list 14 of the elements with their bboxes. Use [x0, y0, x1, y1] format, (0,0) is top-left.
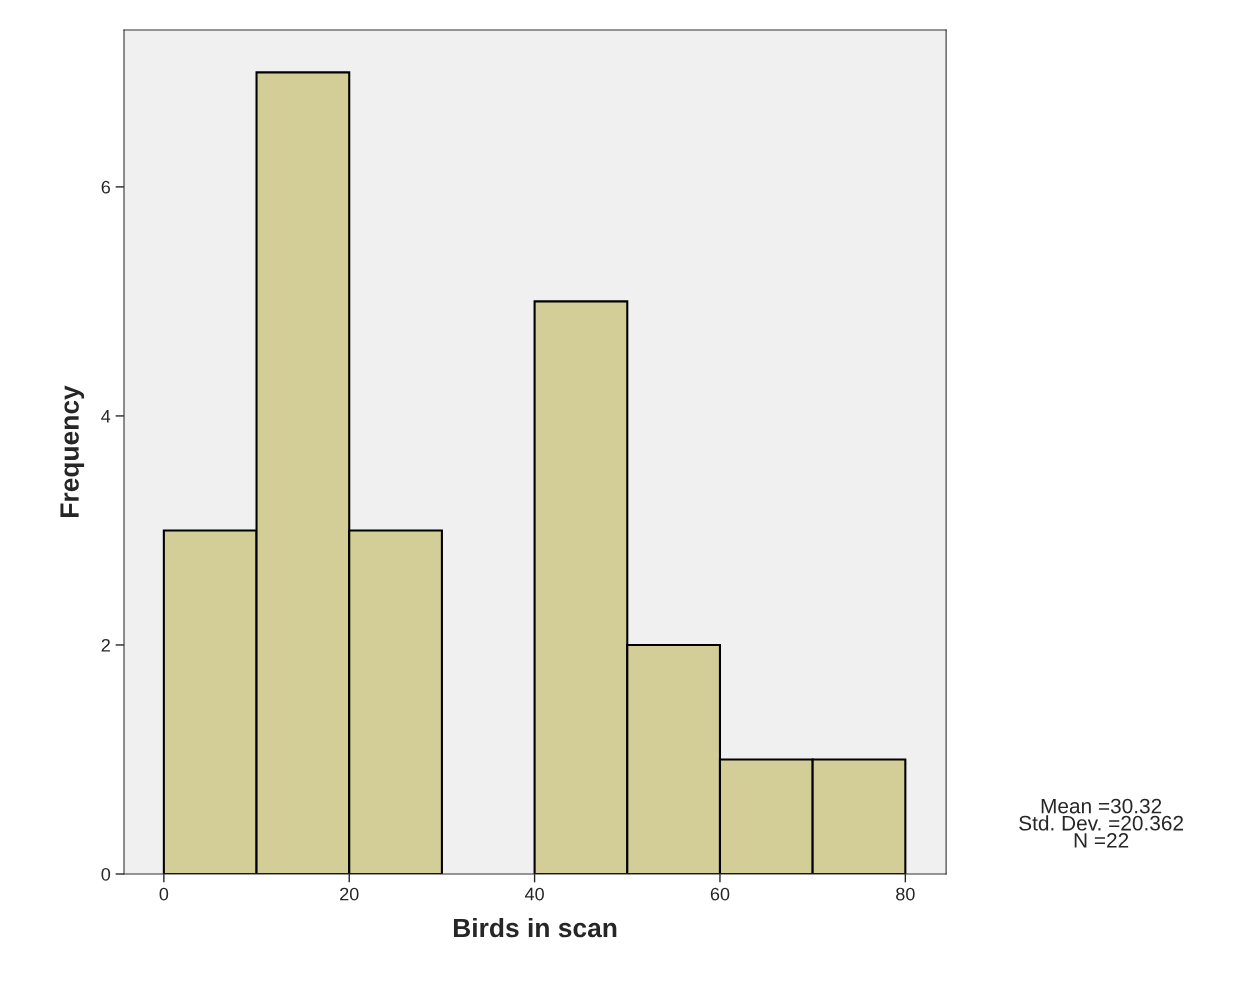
text: Mean =30.32: [1041, 798, 1162, 814]
x-axis-title: Birds in scan: [453, 917, 617, 938]
y-tick-label: 0: [101, 867, 111, 881]
y-tick-label: 4: [101, 410, 111, 423]
y-tick-label: 2: [101, 638, 110, 652]
text: Std. Dev. =20.362: [1019, 815, 1183, 831]
x-tick-label: 20: [340, 887, 359, 901]
y-tick-label: 6: [101, 180, 111, 194]
text: N =22: [1074, 833, 1129, 848]
y-axis-title: Frequency: [60, 385, 85, 517]
x-tick-label: 60: [710, 887, 730, 901]
x-tick-label: 40: [524, 887, 544, 901]
x-tick-label: 80: [896, 887, 915, 901]
x-tick-label: 0: [159, 887, 169, 901]
